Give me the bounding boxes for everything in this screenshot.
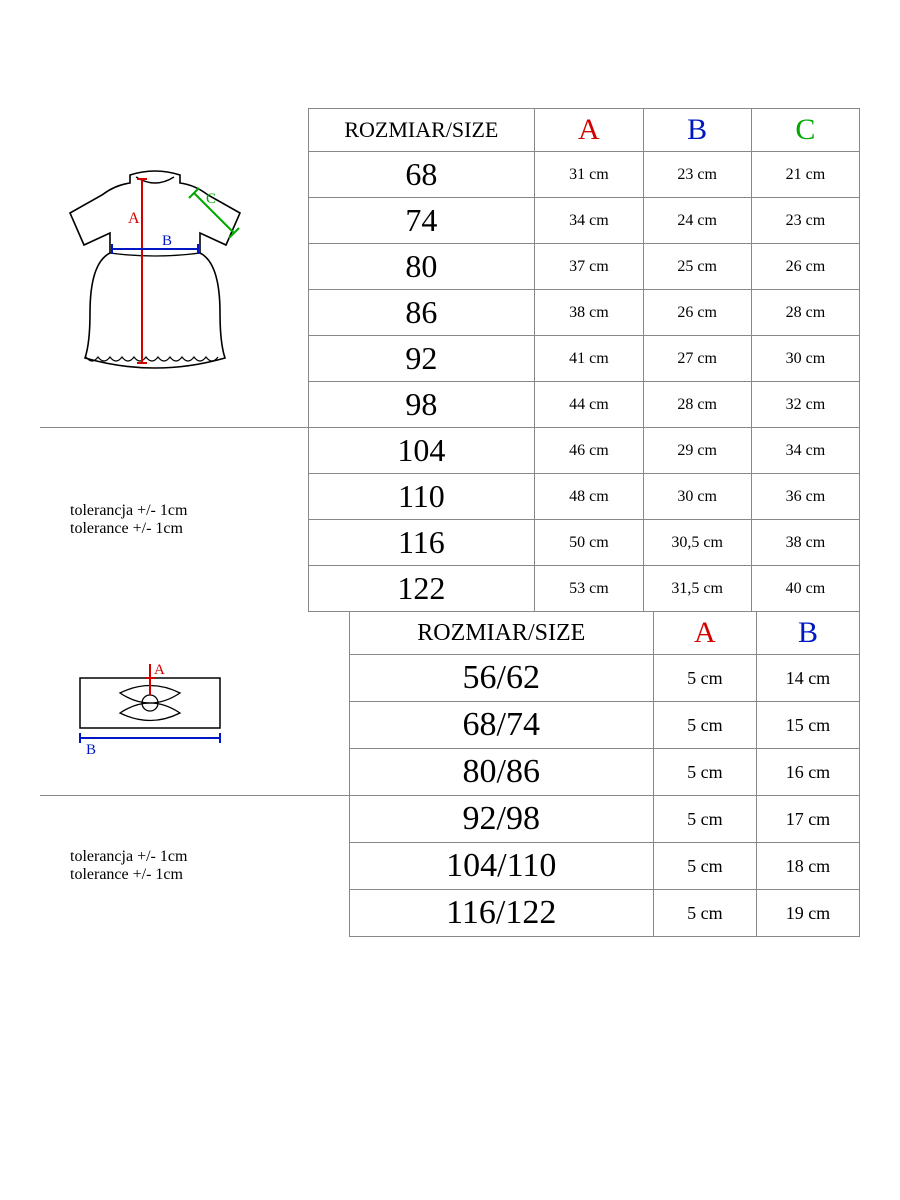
header-col-a: A	[535, 109, 643, 152]
table-row: tolerancja +/- 1cm tolerance +/- 1cm 104…	[40, 428, 860, 474]
size-cell: 74	[308, 198, 535, 244]
val-a: 34 cm	[535, 198, 643, 244]
headband-diagram-cell: A B	[40, 612, 349, 796]
val-c: 26 cm	[751, 244, 859, 290]
size-cell: 116/122	[349, 890, 653, 937]
size-cell: 80/86	[349, 749, 653, 796]
val-a: 50 cm	[535, 520, 643, 566]
size-cell: 68/74	[349, 702, 653, 749]
size-cell: 86	[308, 290, 535, 336]
header-col-c: C	[751, 109, 859, 152]
val-b: 25 cm	[643, 244, 751, 290]
size-cell: 104	[308, 428, 535, 474]
dress-diagram-cell: A B C	[40, 109, 308, 428]
size-cell: 92	[308, 336, 535, 382]
size-cell: 104/110	[349, 843, 653, 890]
val-a: 44 cm	[535, 382, 643, 428]
val-c: 36 cm	[751, 474, 859, 520]
size-cell: 110	[308, 474, 535, 520]
tolerance-cell: tolerancja +/- 1cm tolerance +/- 1cm	[40, 796, 349, 937]
table-header-row: A B ROZMIAR/SIZE A B	[40, 612, 860, 655]
diagram-label-a: A	[154, 662, 165, 678]
val-b: 27 cm	[643, 336, 751, 382]
val-a: 5 cm	[653, 890, 756, 937]
tolerance-en: tolerance +/- 1cm	[70, 520, 298, 538]
val-b: 30,5 cm	[643, 520, 751, 566]
header-col-a: A	[653, 612, 756, 655]
val-b: 24 cm	[643, 198, 751, 244]
val-b: 26 cm	[643, 290, 751, 336]
val-c: 38 cm	[751, 520, 859, 566]
tolerance-pl: tolerancja +/- 1cm	[70, 502, 298, 520]
header-size-label: ROZMIAR/SIZE	[308, 109, 535, 152]
val-a: 41 cm	[535, 336, 643, 382]
dress-diagram: A B C	[50, 153, 260, 383]
header-col-b: B	[643, 109, 751, 152]
size-cell: 68	[308, 152, 535, 198]
table-row: tolerancja +/- 1cm tolerance +/- 1cm 92/…	[40, 796, 860, 843]
headband-diagram: A B	[50, 638, 250, 768]
val-a: 5 cm	[653, 702, 756, 749]
diagram-label-b: B	[162, 233, 172, 249]
size-cell: 56/62	[349, 655, 653, 702]
size-cell: 98	[308, 382, 535, 428]
val-b: 15 cm	[756, 702, 859, 749]
val-b: 14 cm	[756, 655, 859, 702]
val-a: 31 cm	[535, 152, 643, 198]
val-b: 31,5 cm	[643, 566, 751, 612]
val-a: 53 cm	[535, 566, 643, 612]
size-cell: 80	[308, 244, 535, 290]
val-a: 38 cm	[535, 290, 643, 336]
val-a: 5 cm	[653, 749, 756, 796]
val-c: 30 cm	[751, 336, 859, 382]
val-b: 28 cm	[643, 382, 751, 428]
val-b: 30 cm	[643, 474, 751, 520]
val-b: 16 cm	[756, 749, 859, 796]
val-a: 5 cm	[653, 843, 756, 890]
tolerance-pl: tolerancja +/- 1cm	[70, 848, 339, 866]
diagram-label-a: A	[128, 210, 140, 227]
size-cell: 116	[308, 520, 535, 566]
diagram-label-c: C	[206, 191, 216, 207]
val-b: 29 cm	[643, 428, 751, 474]
val-a: 48 cm	[535, 474, 643, 520]
table-header-row: A B C ROZMIAR/SIZE A B C	[40, 109, 860, 152]
size-cell: 122	[308, 566, 535, 612]
val-c: 21 cm	[751, 152, 859, 198]
val-c: 28 cm	[751, 290, 859, 336]
val-c: 40 cm	[751, 566, 859, 612]
val-a: 5 cm	[653, 796, 756, 843]
val-b: 19 cm	[756, 890, 859, 937]
val-c: 32 cm	[751, 382, 859, 428]
val-b: 18 cm	[756, 843, 859, 890]
diagram-label-b: B	[86, 742, 96, 758]
val-a: 46 cm	[535, 428, 643, 474]
val-a: 37 cm	[535, 244, 643, 290]
val-c: 34 cm	[751, 428, 859, 474]
val-b: 23 cm	[643, 152, 751, 198]
tolerance-en: tolerance +/- 1cm	[70, 866, 339, 884]
val-a: 5 cm	[653, 655, 756, 702]
size-table-dress: A B C ROZMIAR/SIZE A B C 6831 cm23 cm21 …	[40, 108, 860, 612]
header-col-b: B	[756, 612, 859, 655]
size-table-headband: A B ROZMIAR/SIZE A B 56/625 cm14 cm 68/7…	[40, 611, 860, 937]
size-cell: 92/98	[349, 796, 653, 843]
tolerance-cell: tolerancja +/- 1cm tolerance +/- 1cm	[40, 428, 308, 612]
val-c: 23 cm	[751, 198, 859, 244]
val-b: 17 cm	[756, 796, 859, 843]
header-size-label: ROZMIAR/SIZE	[349, 612, 653, 655]
